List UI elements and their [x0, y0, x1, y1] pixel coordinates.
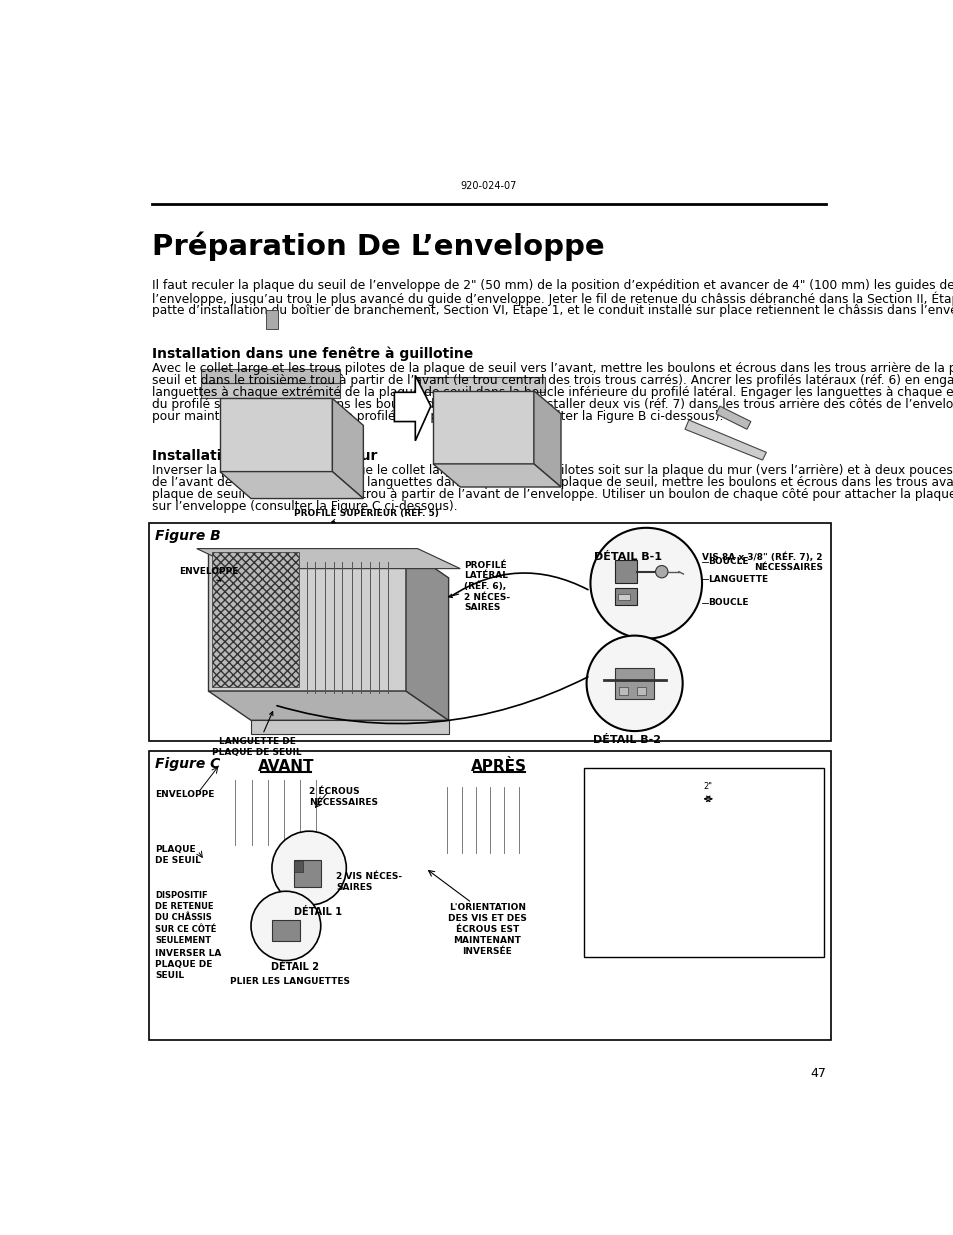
Polygon shape: [266, 310, 278, 330]
Bar: [615, 668, 654, 699]
Circle shape: [586, 636, 682, 731]
Text: 2": 2": [703, 782, 712, 792]
Text: Plaque de seuil inversée (trous vers: Plaque de seuil inversée (trous vers: [590, 868, 789, 878]
Bar: [294, 861, 320, 888]
Polygon shape: [417, 377, 545, 393]
Text: Boulonner du dessus en utilisant: Boulonner du dessus en utilisant: [590, 908, 772, 918]
Bar: [149, 751, 830, 1040]
Text: Installation dans une fenêtre à guillotine: Installation dans une fenêtre à guilloti…: [152, 347, 473, 362]
Circle shape: [251, 892, 320, 961]
Text: ENVELOPPE: ENVELOPPE: [154, 789, 214, 799]
Text: plaque de seuil et dans le second trou à partir de l’avant de l’enveloppe. Utili: plaque de seuil et dans le second trou à…: [152, 488, 953, 500]
Circle shape: [655, 566, 667, 578]
Polygon shape: [433, 464, 560, 487]
Polygon shape: [212, 552, 298, 687]
Text: languettes à chaque extrémité de la plaque de seuil dans la boucle inférieure du: languettes à chaque extrémité de la plaq…: [152, 387, 953, 399]
Polygon shape: [208, 548, 406, 692]
Polygon shape: [716, 406, 750, 430]
Text: Installation à travers un mur: Installation à travers un mur: [152, 448, 376, 462]
Polygon shape: [534, 390, 560, 487]
Bar: [637, 687, 645, 695]
Text: ENVELOPPE: ENVELOPPE: [179, 567, 238, 580]
Text: PROFILÉ
LATÉRAL
(RÉF. 6),
2 NÉCES-
SAIRES: PROFILÉ LATÉRAL (RÉF. 6), 2 NÉCES- SAIRE…: [448, 561, 510, 611]
Text: AVANT: AVANT: [257, 758, 314, 774]
Text: DÉTAIL 2: DÉTAIL 2: [271, 962, 319, 972]
Text: L'ORIENTATION
DES VIS ET DES
ÉCROUS EST
MAINTENANT
INVERSÉE: L'ORIENTATION DES VIS ET DES ÉCROUS EST …: [448, 903, 526, 956]
Text: Figure C: Figure C: [154, 757, 220, 772]
Text: de l’avant de l’enveloppe. Plier les languettes dans le profilé de la plaque de : de l’avant de l’enveloppe. Plier les lan…: [152, 475, 953, 489]
Text: DÉTAIL B-2: DÉTAIL B-2: [592, 735, 660, 745]
Polygon shape: [220, 472, 363, 499]
Polygon shape: [684, 420, 765, 461]
Text: extrémité de la plaque de seuil.: extrémité de la plaque de seuil.: [590, 934, 767, 944]
Text: 2 ÉCROUS
NÉCESSAIRES: 2 ÉCROUS NÉCESSAIRES: [309, 787, 377, 808]
Text: Figure B: Figure B: [154, 530, 220, 543]
Text: DISPOSITIF
DE RETENUE
DU CHÂSSIS
SUR CE CÔTÉ
SEULEMENT: DISPOSITIF DE RETENUE DU CHÂSSIS SUR CE …: [154, 892, 216, 945]
Bar: [294, 861, 303, 872]
Text: seuil et dans le troisième trou à partir de l’avant (le trou central des trois t: seuil et dans le troisième trou à partir…: [152, 374, 953, 388]
Text: LANGUETTE: LANGUETTE: [707, 576, 767, 584]
Text: DÉTAIL B-1: DÉTAIL B-1: [594, 552, 661, 562]
Text: PROFILÉ SUPÉRIEUR (RÉF. 5): PROFILÉ SUPÉRIEUR (RÉF. 5): [294, 509, 438, 522]
Text: l’enveloppe, jusqu’au trou le plus avancé du guide d’enveloppe. Jeter le fil de : l’enveloppe, jusqu’au trou le plus avanc…: [152, 291, 953, 305]
Text: du profilé supérieur (réf. 5) dans les boucles de profilé latéral. Installer deu: du profilé supérieur (réf. 5) dans les b…: [152, 398, 953, 411]
Circle shape: [590, 527, 701, 638]
Polygon shape: [200, 383, 340, 399]
Text: patte d’installation du boîtier de branchement, Section VI, Étape 1, et le condu: patte d’installation du boîtier de branc…: [152, 303, 953, 317]
Text: sur l’enveloppe (consulter la Figure C ci-dessous).: sur l’enveloppe (consulter la Figure C c…: [152, 500, 456, 513]
Text: pour maintenir les languettes de profilé et le profilé latéral (consulter la Fig: pour maintenir les languettes de profilé…: [152, 410, 722, 424]
Text: (50 mm) de l'avant de l'enveloppe.: (50 mm) de l'avant de l'enveloppe.: [590, 894, 786, 904]
Text: PLIER LES LANGUETTES: PLIER LES LANGUETTES: [230, 977, 350, 987]
Polygon shape: [433, 390, 534, 464]
Bar: [615, 588, 637, 605]
Bar: [618, 687, 628, 695]
Text: Inverser la plaque de seuil pour que le collet large avec les trous pilotes soit: Inverser la plaque de seuil pour que le …: [152, 464, 953, 477]
Bar: [618, 594, 629, 600]
Polygon shape: [196, 548, 459, 568]
Polygon shape: [332, 399, 363, 499]
Bar: [615, 561, 637, 583]
Text: l'arrière) et reculée de deux pouces: l'arrière) et reculée de deux pouces: [590, 882, 789, 892]
Text: BOUCLE: BOUCLE: [707, 557, 748, 566]
Polygon shape: [394, 375, 431, 441]
Text: LANGUETTE DE
PLAQUE DE SEUIL: LANGUETTE DE PLAQUE DE SEUIL: [213, 711, 302, 757]
Text: 47: 47: [809, 1067, 825, 1079]
Polygon shape: [251, 720, 448, 734]
Polygon shape: [220, 399, 332, 472]
Polygon shape: [208, 692, 448, 720]
Bar: [583, 768, 823, 957]
Bar: [272, 920, 299, 941]
Text: PLAQUE
DE SEUIL: PLAQUE DE SEUIL: [154, 845, 200, 866]
Polygon shape: [406, 548, 448, 720]
Text: DÉTAIL 1: DÉTAIL 1: [294, 906, 342, 916]
Text: APRÈS: APRÈS: [471, 758, 526, 774]
Polygon shape: [200, 369, 340, 383]
Text: Avec le collet large et les trous pilotes de la plaque de seuil vers l’avant, me: Avec le collet large et les trous pilote…: [152, 362, 953, 375]
Text: un boulon et un écrou à chaque: un boulon et un écrou à chaque: [590, 920, 768, 931]
Text: 2 VIS NÉCES-
SAIRES: 2 VIS NÉCES- SAIRES: [335, 872, 402, 892]
Text: INVERSER LA
PLAQUE DE
SEUIL: INVERSER LA PLAQUE DE SEUIL: [154, 948, 221, 981]
Text: Préparation De L’enveloppe: Préparation De L’enveloppe: [152, 231, 604, 261]
Text: VIS 8A x 3/8" (RÉF. 7), 2
NÉCESSAIRES: VIS 8A x 3/8" (RÉF. 7), 2 NÉCESSAIRES: [701, 552, 822, 572]
Text: 920-024-07: 920-024-07: [460, 180, 517, 190]
Bar: [149, 524, 830, 741]
Circle shape: [272, 831, 346, 905]
Text: Il faut reculer la plaque du seuil de l’enveloppe de 2" (50 mm) de la position d: Il faut reculer la plaque du seuil de l’…: [152, 279, 953, 293]
Text: BOUCLE: BOUCLE: [707, 598, 748, 606]
